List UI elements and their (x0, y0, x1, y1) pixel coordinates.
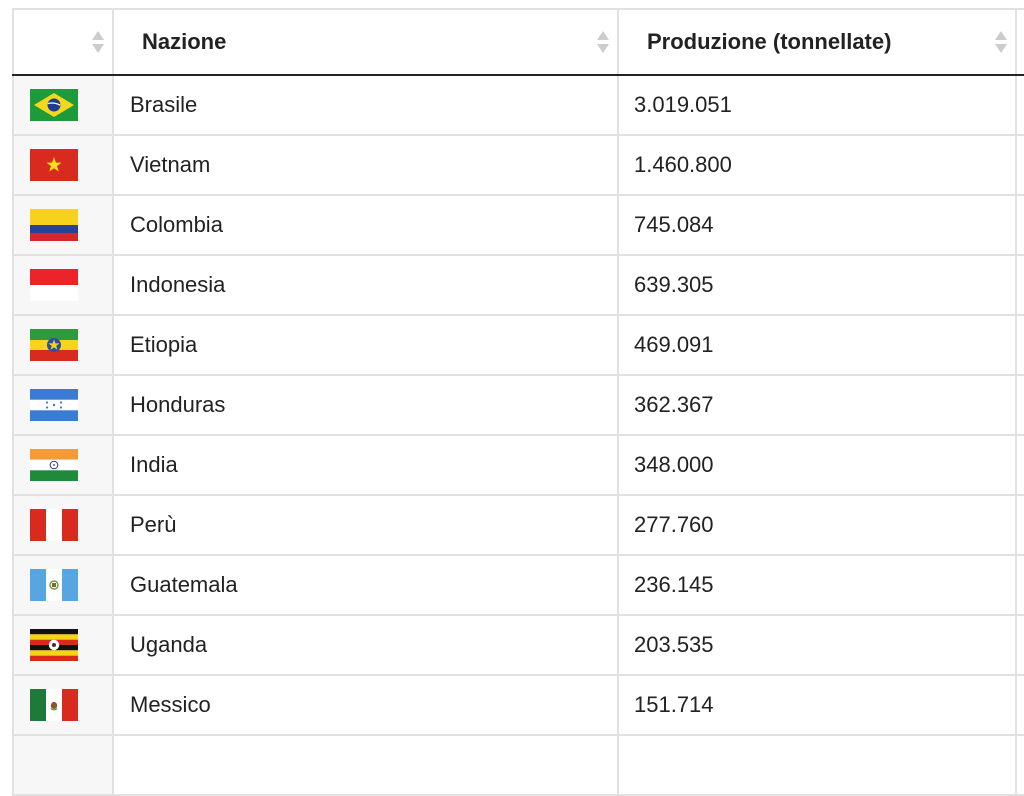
table-row: Indonesia 639.305 (12, 254, 1024, 316)
sort-arrows-icon[interactable] (597, 31, 609, 53)
sort-arrows-icon[interactable] (995, 31, 1007, 53)
production-cell: 639.305 (617, 254, 1017, 316)
flag-cell (12, 554, 114, 616)
sort-arrows-icon[interactable] (92, 31, 104, 53)
overflow-cell (1015, 674, 1024, 736)
flag-cell (12, 494, 114, 556)
vietnam-flag-icon (30, 149, 78, 181)
mexico-flag-icon (30, 689, 78, 721)
overflow-column-header (1015, 8, 1024, 76)
uganda-flag-icon (30, 629, 78, 661)
colombia-flag-icon (30, 209, 78, 241)
overflow-cell (1015, 194, 1024, 256)
peru-flag-icon (30, 509, 78, 541)
table-row-partial (12, 734, 1024, 796)
overflow-cell (1015, 494, 1024, 556)
nation-cell: Messico (112, 674, 619, 736)
nation-cell (112, 734, 619, 796)
flag-cell (12, 374, 114, 436)
overflow-cell (1015, 434, 1024, 496)
table-row: Perù 277.760 (12, 494, 1024, 556)
nation-cell: India (112, 434, 619, 496)
production-cell: 348.000 (617, 434, 1017, 496)
nation-header-label: Nazione (142, 29, 227, 54)
overflow-cell (1015, 314, 1024, 376)
ethiopia-flag-icon (30, 329, 78, 361)
production-cell: 236.145 (617, 554, 1017, 616)
production-cell: 362.367 (617, 374, 1017, 436)
overflow-cell (1015, 134, 1024, 196)
table-row: Brasile 3.019.051 (12, 74, 1024, 136)
nation-cell: Etiopia (112, 314, 619, 376)
flag-cell (12, 134, 114, 196)
guatemala-flag-icon (30, 569, 78, 601)
nation-column-header[interactable]: Nazione (112, 8, 619, 76)
production-column-header[interactable]: Produzione (tonnellate) (617, 8, 1017, 76)
production-cell: 203.535 (617, 614, 1017, 676)
overflow-cell (1015, 554, 1024, 616)
indonesia-flag-icon (30, 269, 78, 301)
production-cell: 151.714 (617, 674, 1017, 736)
nation-cell: Guatemala (112, 554, 619, 616)
honduras-flag-icon (30, 389, 78, 421)
nation-cell: Vietnam (112, 134, 619, 196)
overflow-cell (1015, 254, 1024, 316)
production-cell: 3.019.051 (617, 74, 1017, 136)
flag-cell (12, 734, 114, 796)
production-cell: 1.460.800 (617, 134, 1017, 196)
table-body: Brasile 3.019.051 Vietnam 1.460.800 (12, 74, 1024, 796)
production-cell: 745.084 (617, 194, 1017, 256)
brazil-flag-icon (30, 89, 78, 121)
flag-cell (12, 314, 114, 376)
table-row: Guatemala 236.145 (12, 554, 1024, 616)
flag-cell (12, 254, 114, 316)
nation-cell: Uganda (112, 614, 619, 676)
flag-cell (12, 614, 114, 676)
table-row: Vietnam 1.460.800 (12, 134, 1024, 196)
flag-column-header[interactable] (12, 8, 114, 76)
nation-cell: Honduras (112, 374, 619, 436)
header-row: Nazione Produzione (tonnellate) (12, 8, 1024, 76)
table-row: Colombia 745.084 (12, 194, 1024, 256)
table-row: Messico 151.714 (12, 674, 1024, 736)
table-row: India 348.000 (12, 434, 1024, 496)
overflow-cell (1015, 74, 1024, 136)
table-row: Honduras 362.367 (12, 374, 1024, 436)
overflow-cell (1015, 374, 1024, 436)
table-row: Uganda 203.535 (12, 614, 1024, 676)
coffee-production-table-wrapper: Nazione Produzione (tonnellate) Brasile (12, 8, 1024, 796)
nation-cell: Indonesia (112, 254, 619, 316)
flag-cell (12, 194, 114, 256)
overflow-cell (1015, 734, 1024, 796)
production-cell: 469.091 (617, 314, 1017, 376)
nation-cell: Brasile (112, 74, 619, 136)
flag-cell (12, 434, 114, 496)
flag-cell (12, 674, 114, 736)
flag-cell (12, 74, 114, 136)
production-cell (617, 734, 1017, 796)
overflow-cell (1015, 614, 1024, 676)
table-header: Nazione Produzione (tonnellate) (12, 8, 1024, 76)
nation-cell: Colombia (112, 194, 619, 256)
india-flag-icon (30, 449, 78, 481)
production-cell: 277.760 (617, 494, 1017, 556)
nation-cell: Perù (112, 494, 619, 556)
coffee-production-table: Nazione Produzione (tonnellate) Brasile (12, 8, 1024, 796)
table-row: Etiopia 469.091 (12, 314, 1024, 376)
production-header-label: Produzione (tonnellate) (647, 29, 892, 54)
